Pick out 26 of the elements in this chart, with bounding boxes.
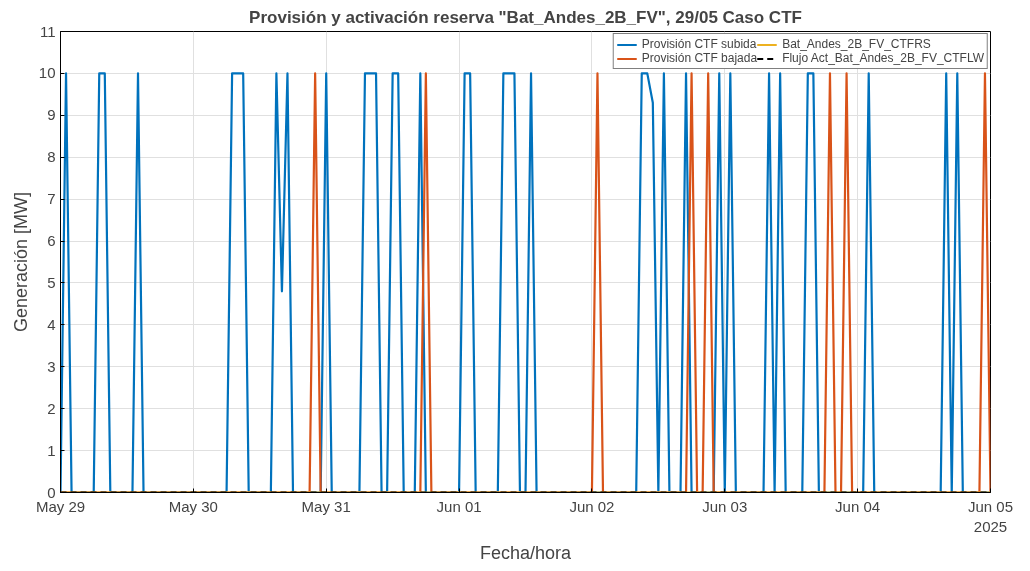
legend-label: Provisión CTF subida	[641, 37, 757, 51]
x-tick-label: Jun 03	[702, 497, 748, 515]
y-tick-label: 11	[39, 22, 56, 40]
y-tick-label: 8	[47, 148, 56, 166]
text: 2025	[973, 517, 1008, 535]
y-tick-label: 1	[47, 441, 56, 459]
x-tick-label: Jun 01	[436, 497, 482, 515]
y-tick-label: 6	[47, 232, 56, 250]
chart-title: Provisión y activación reserva "Bat_Andes_2B_FV", 29/05 Caso CTF	[249, 7, 802, 27]
y-tick-label: 7	[47, 190, 56, 208]
y-tick-label: 9	[47, 106, 56, 124]
x-tick-label: Jun 04	[835, 497, 881, 515]
y-tick-label: 4	[47, 315, 56, 333]
x-tick-label: May 31	[301, 497, 351, 515]
y-tick-label: 3	[47, 357, 56, 375]
legend-label: Flujo Act_Bat_Andes_2B_FV_CTFLW	[782, 51, 984, 65]
x-tick-label: May 30	[168, 497, 218, 515]
y-tick-label: 10	[38, 64, 56, 82]
x-axis-title: Fecha/hora	[479, 542, 573, 563]
x-tick-label: Jun 05	[967, 497, 1014, 515]
legend-label: Bat_Andes_2B_FV_CTFRS	[782, 37, 931, 51]
x-tick-label: Jun 02	[569, 497, 615, 515]
y-axis-title: Generación [MW]	[10, 191, 31, 333]
y-tick-label: 2	[47, 399, 56, 417]
y-tick-label: 5	[47, 273, 56, 291]
legend-label: Provisión CTF bajada	[641, 51, 758, 65]
